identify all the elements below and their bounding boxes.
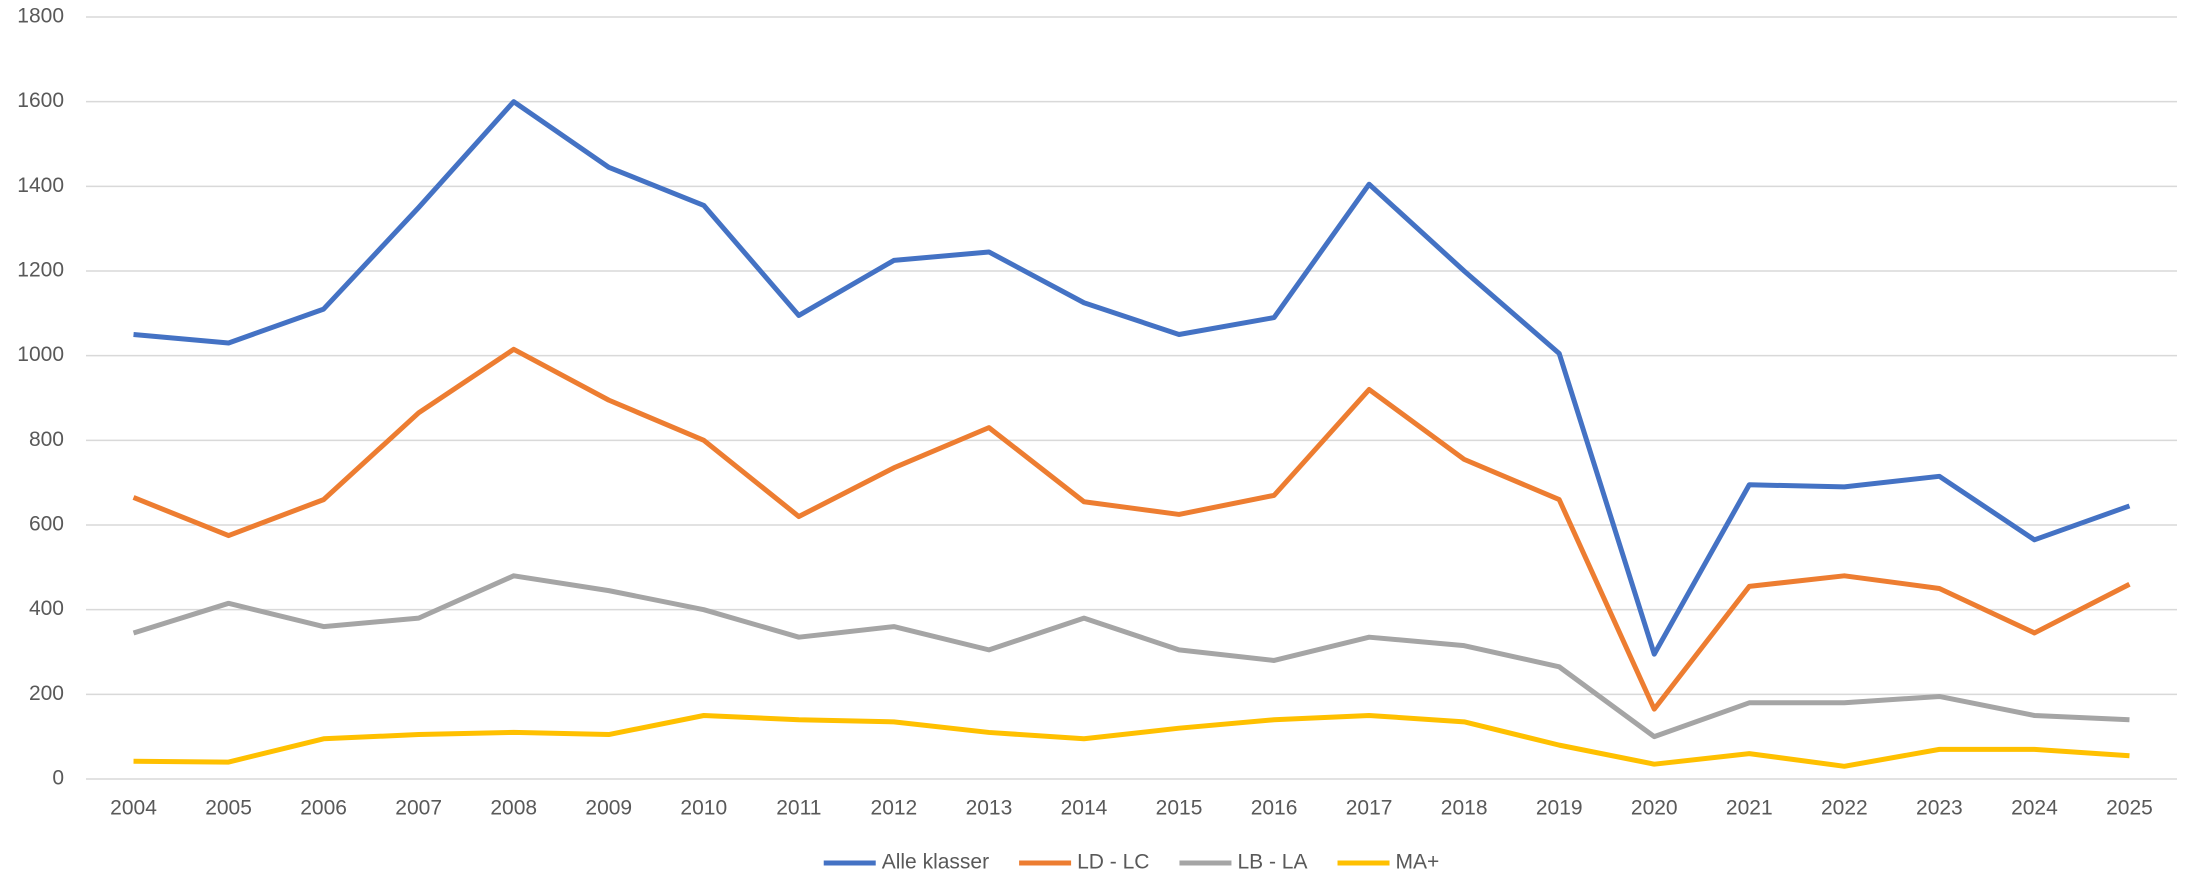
y-tick-label: 0 xyxy=(52,767,64,790)
legend-label: MA+ xyxy=(1396,851,1440,874)
x-tick-label: 2011 xyxy=(776,797,821,820)
x-tick-label: 2006 xyxy=(300,797,347,820)
x-tick-label: 2009 xyxy=(585,797,632,820)
y-tick-label: 1800 xyxy=(17,5,64,28)
y-tick-label: 800 xyxy=(29,428,64,451)
x-tick-label: 2008 xyxy=(490,797,537,820)
x-tick-label: 2022 xyxy=(1821,797,1868,820)
x-tick-label: 2019 xyxy=(1536,797,1583,820)
x-tick-label: 2021 xyxy=(1726,797,1773,820)
series-line xyxy=(134,102,2130,654)
y-tick-label: 600 xyxy=(29,513,64,536)
x-tick-label: 2004 xyxy=(110,797,157,820)
x-tick-label: 2025 xyxy=(2106,797,2153,820)
legend-label: LD - LC xyxy=(1077,851,1149,874)
y-tick-label: 1200 xyxy=(17,259,64,282)
y-tick-label: 200 xyxy=(29,682,64,705)
x-tick-label: 2010 xyxy=(680,797,727,820)
x-tick-label: 2005 xyxy=(205,797,252,820)
x-tick-label: 2018 xyxy=(1441,797,1488,820)
x-tick-label: 2014 xyxy=(1061,797,1108,820)
legend-label: Alle klasser xyxy=(882,851,989,874)
x-tick-label: 2016 xyxy=(1251,797,1298,820)
legend-label: LB - LA xyxy=(1237,851,1307,874)
x-tick-label: 2023 xyxy=(1916,797,1963,820)
y-tick-label: 1000 xyxy=(17,343,64,366)
y-tick-label: 1600 xyxy=(17,89,64,112)
chart: 0 200 400 600 800 1000 1200 1400 1600 1800 2004 200… xyxy=(0,0,2185,876)
x-tick-label: 2017 xyxy=(1346,797,1393,820)
y-tick-label: 400 xyxy=(29,597,64,620)
series-line xyxy=(134,349,2130,709)
x-tick-label: 2024 xyxy=(2011,797,2058,820)
y-tick-label: 1400 xyxy=(17,174,64,197)
x-tick-label: 2015 xyxy=(1156,797,1203,820)
x-tick-label: 2020 xyxy=(1631,797,1678,820)
x-tick-label: 2012 xyxy=(871,797,918,820)
series-line xyxy=(134,576,2130,737)
x-tick-label: 2013 xyxy=(966,797,1013,820)
x-tick-label: 2007 xyxy=(395,797,442,820)
series-line xyxy=(134,716,2130,767)
